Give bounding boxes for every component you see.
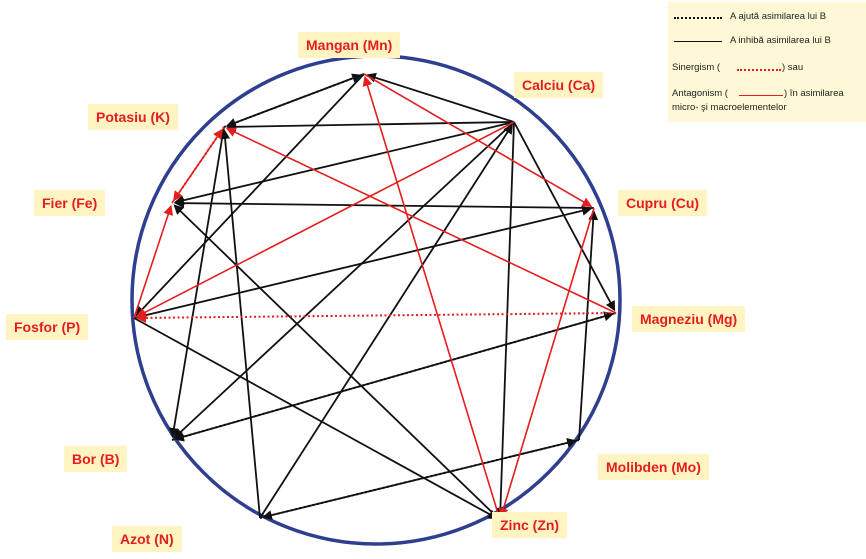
node-label-k: Potasiu (K) (88, 104, 178, 130)
arrow-mn-to-cu (363, 73, 593, 207)
arrow-k-to-b (169, 126, 225, 439)
legend-antagonism-line2: micro- şi macroelementelor (672, 102, 787, 113)
arrow-mn-to-p (135, 73, 365, 317)
arrow-ca-to-k (225, 121, 515, 132)
arrow-zn-to-fe (173, 204, 501, 521)
legend-dotted-red-line (737, 69, 781, 71)
arrow-p-to-fe (133, 204, 173, 319)
node-label-zn: Zinc (Zn) (492, 512, 568, 538)
arrow-n-to-ca (259, 123, 513, 519)
arrow-k-to-fe (173, 126, 225, 202)
node-label-mo: Molibden (Mo) (598, 454, 709, 480)
node-label-cu: Cupru (Cu) (618, 190, 708, 216)
legend-solid-red-line (739, 95, 783, 96)
element-circle (130, 54, 622, 546)
arrow-n-to-k (220, 128, 261, 519)
interaction-arrows (133, 72, 617, 521)
node-label-n: Azot (N) (112, 526, 182, 552)
legend-antagonism-suffix: ) în asimilarea (784, 88, 844, 99)
legend-dotted-black-line (674, 17, 722, 19)
arrow-mn-to-k (225, 73, 365, 128)
arrow-mg-to-p (135, 312, 617, 323)
node-label-p: Fosfor (P) (6, 314, 89, 340)
arrow-zn-to-mn (362, 75, 501, 521)
legend-antagonism-prefix: Antagonism ( (672, 88, 728, 99)
node-label-ca: Calciu (Ca) (514, 72, 604, 98)
arrow-ca-to-fe (173, 121, 515, 206)
node-label-fe: Fier (Fe) (34, 190, 106, 216)
arrow-p-to-zn (133, 317, 499, 520)
legend-helps-text: A ajută asimilarea lui B (730, 11, 827, 22)
legend-inhibits-text: A inhibă asimilarea lui B (730, 35, 831, 46)
arrow-cu-to-zn (498, 207, 595, 519)
legend-synergism-prefix: Sinergism ( (672, 62, 721, 73)
node-label-mn: Mangan (Mn) (298, 32, 401, 58)
arrow-mg-to-b (173, 312, 617, 442)
arrow-ca-to-mn (365, 72, 515, 123)
arrow-ca-to-b (173, 121, 515, 439)
arrow-mo-to-n (261, 439, 580, 521)
arrow-mo-to-cu (578, 209, 599, 441)
legend-solid-black-line (674, 41, 722, 42)
arrow-ca-to-p (135, 121, 515, 318)
arrow-ca-to-zn (495, 121, 515, 519)
node-label-mg: Magneziu (Mg) (632, 306, 746, 332)
arrow-cu-to-fe (173, 198, 595, 209)
node-label-b: Bor (B) (64, 446, 128, 472)
arrow-mg-to-k (225, 127, 617, 314)
arrow-p-to-cu (133, 205, 593, 319)
legend-synergism-suffix: ) sau (782, 62, 804, 73)
legend: A ajută asimilarea lui B A inhibă asimil… (668, 2, 866, 122)
